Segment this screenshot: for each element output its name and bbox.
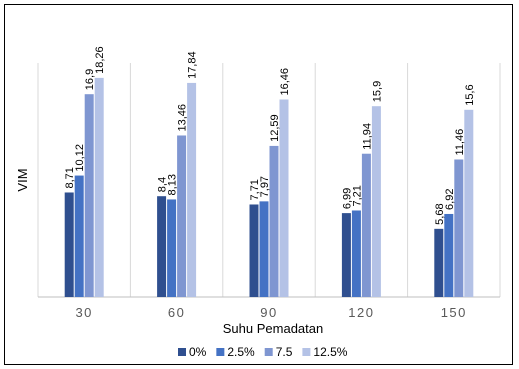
bar (464, 109, 474, 297)
data-label: 7,71 (249, 179, 261, 200)
legend-label: 7.5 (276, 345, 293, 359)
bars: 8,7110,1216,918,268,48,1313,4617,847,717… (64, 46, 476, 297)
bar (187, 82, 197, 297)
bar (167, 199, 177, 297)
legend: 0% 2.5% 7.5 12.5% (178, 345, 348, 359)
x-axis-title: Suhu Pemadatan (223, 321, 323, 336)
y-axis-title: VIM (15, 168, 30, 191)
bar (444, 213, 454, 297)
bar (64, 192, 74, 297)
data-label: 8,13 (167, 174, 179, 195)
bar (84, 94, 94, 297)
legend-swatch (178, 348, 186, 356)
data-label: 15,9 (371, 81, 383, 102)
data-label: 13,46 (177, 104, 189, 132)
x-tick-label: 150 (441, 305, 467, 320)
bar (454, 159, 464, 297)
bar (361, 153, 371, 297)
bar (177, 135, 187, 297)
grid-lines (37, 63, 501, 298)
bar (74, 175, 84, 297)
x-tick-labels: 30 60 90 120 150 (75, 305, 467, 320)
x-tick-label: 120 (348, 305, 374, 320)
bar (157, 196, 167, 297)
bar (249, 204, 259, 297)
data-label: 17,84 (187, 51, 199, 79)
bar (351, 210, 361, 297)
data-label: 6,99 (341, 188, 353, 209)
legend-label: 2.5% (227, 345, 255, 359)
x-tick-label: 60 (168, 305, 185, 320)
legend-label: 0% (189, 345, 207, 359)
data-label: 11,46 (454, 129, 466, 156)
bar (269, 145, 279, 297)
data-label: 7,21 (351, 185, 363, 206)
legend-label: 12.5% (313, 345, 347, 359)
data-label: 8,4 (157, 177, 169, 192)
bar (434, 228, 444, 297)
data-label: 12,59 (269, 114, 281, 142)
data-label: 16,9 (84, 69, 96, 90)
bar (94, 77, 104, 297)
data-label: 6,92 (444, 189, 456, 210)
data-label: 5,68 (434, 203, 446, 224)
data-label: 18,26 (94, 46, 106, 74)
x-tick-label: 90 (260, 305, 277, 320)
data-label: 7,97 (259, 176, 271, 197)
legend-swatch (302, 348, 311, 356)
data-label: 8,71 (64, 167, 76, 188)
bar (259, 201, 269, 297)
legend-swatch (216, 348, 225, 356)
bar (279, 99, 289, 297)
data-label: 11,94 (361, 123, 373, 150)
data-label: 10,12 (74, 144, 86, 172)
data-label: 16,46 (279, 68, 291, 96)
legend-swatch (264, 348, 273, 356)
x-tick-label: 30 (75, 305, 92, 320)
bar (341, 213, 351, 297)
bar (371, 106, 381, 297)
data-label: 15,6 (464, 84, 476, 105)
